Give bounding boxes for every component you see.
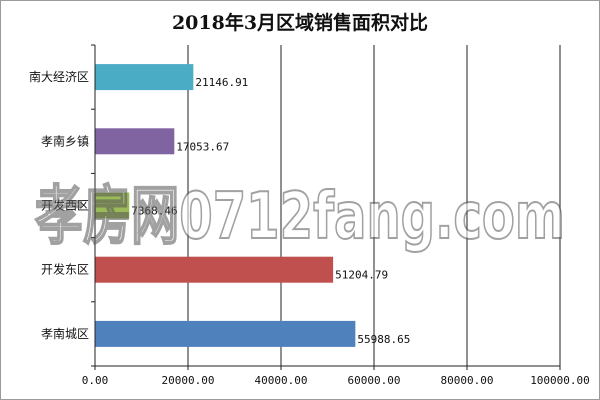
category-label: 开发西区 bbox=[41, 198, 89, 213]
category-label: 开发东区 bbox=[41, 262, 89, 277]
watermark: 孝房网0712fang.com bbox=[34, 179, 566, 255]
data-label: 21146.91 bbox=[195, 76, 248, 89]
gridlines bbox=[187, 45, 561, 366]
bar bbox=[95, 64, 194, 91]
bars bbox=[95, 64, 356, 347]
category-label: 孝南城区 bbox=[41, 326, 89, 341]
category-label: 南大经济区 bbox=[29, 69, 89, 84]
bar bbox=[95, 192, 130, 219]
bar bbox=[95, 256, 334, 283]
axes bbox=[94, 45, 560, 367]
watermark-text: 孝房网0712fang.com bbox=[35, 180, 565, 254]
category-label: 孝南乡镇 bbox=[41, 133, 89, 148]
data-label: 55988.65 bbox=[357, 333, 410, 346]
data-label: 51204.79 bbox=[335, 269, 388, 282]
data-label: 7368.46 bbox=[131, 205, 177, 218]
x-tick-label: 80000.00 bbox=[441, 374, 494, 387]
data-label: 17053.67 bbox=[176, 140, 229, 153]
bar bbox=[95, 320, 356, 347]
chart-title: 2018年3月区域销售面积对比 bbox=[171, 12, 429, 34]
x-ticks: 0.00 20000.00 40000.00 60000.00 80000.00 1000… bbox=[82, 44, 590, 387]
x-tick-label: 60000.00 bbox=[348, 374, 401, 387]
bar bbox=[95, 128, 175, 155]
x-tick-label: 0.00 bbox=[82, 374, 109, 387]
x-tick-label: 40000.00 bbox=[255, 374, 308, 387]
x-tick-label: 100000.00 bbox=[530, 374, 590, 387]
value-labels: 21146.91 17053.67 7368.46 51204.79 55988.65 bbox=[131, 76, 410, 346]
x-tick-label: 20000.00 bbox=[162, 374, 215, 387]
